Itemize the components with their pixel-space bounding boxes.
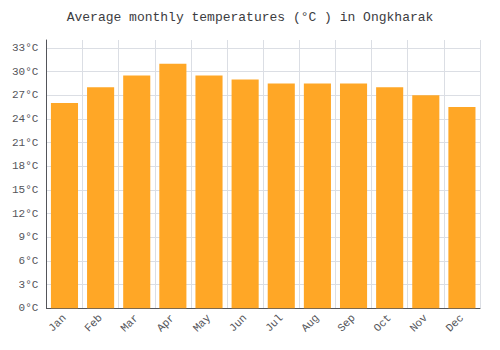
svg-text:30°C: 30°C xyxy=(12,66,39,78)
svg-text:Average monthly temperatures (: Average monthly temperatures (°C ) in On… xyxy=(67,10,434,25)
svg-text:27°C: 27°C xyxy=(12,89,39,101)
svg-text:33°C: 33°C xyxy=(12,42,39,54)
svg-text:6°C: 6°C xyxy=(19,255,39,267)
svg-text:May: May xyxy=(191,312,214,335)
svg-text:12°C: 12°C xyxy=(12,208,39,220)
svg-text:Jul: Jul xyxy=(263,312,285,334)
svg-text:Nov: Nov xyxy=(408,312,431,335)
svg-text:0°C: 0°C xyxy=(19,302,39,314)
svg-text:Sep: Sep xyxy=(335,312,357,334)
svg-text:Aug: Aug xyxy=(299,312,321,334)
svg-text:15°C: 15°C xyxy=(12,184,39,196)
svg-text:18°C: 18°C xyxy=(12,160,39,172)
svg-text:Dec: Dec xyxy=(444,312,466,334)
svg-text:21°C: 21°C xyxy=(12,137,39,149)
svg-text:Mar: Mar xyxy=(119,312,141,334)
svg-text:Apr: Apr xyxy=(155,312,177,334)
svg-text:Jun: Jun xyxy=(227,312,249,334)
svg-text:Jan: Jan xyxy=(46,312,68,334)
svg-text:Feb: Feb xyxy=(82,312,104,334)
svg-text:Oct: Oct xyxy=(371,312,393,334)
svg-text:3°C: 3°C xyxy=(19,279,39,291)
svg-text:9°C: 9°C xyxy=(19,231,39,243)
svg-text:24°C: 24°C xyxy=(12,113,39,125)
